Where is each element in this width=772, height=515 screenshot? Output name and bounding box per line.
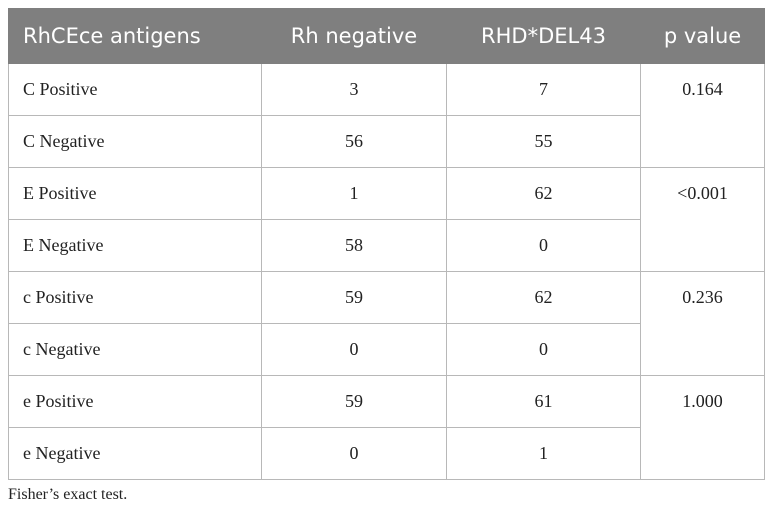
row-label: e Positive [8,375,262,428]
cell: 59 [261,271,447,324]
header-row: RhCEce antigens Rh negative RHD*DEL43 p val… [8,8,765,64]
cell: 0 [261,427,447,480]
row-label: e Negative [8,427,262,480]
table-row: C Negative 56 55 [8,115,765,168]
table-row: c Negative 0 0 [8,323,765,376]
table-row: E Positive 1 62 <0.001 [8,167,765,272]
cell: 3 [261,63,447,116]
cell: 58 [261,219,447,272]
row-label: E Negative [8,219,262,272]
p-value-cell: 1.000 [640,375,765,480]
cell: 1 [446,427,641,480]
row-label: C Negative [8,115,262,168]
table-row: c Positive 59 62 0.236 [8,271,765,376]
cell: 56 [261,115,447,168]
header-cell: RHD*DEL43 [446,8,641,64]
row-label: c Positive [8,271,262,324]
table-row: C Positive 3 7 0.164 [8,63,765,168]
cell: 0 [261,323,447,376]
p-value-cell: 0.164 [640,63,765,168]
cell: 0 [446,323,641,376]
cell: 55 [446,115,641,168]
header-cell: p value [640,8,765,64]
cell: 62 [446,167,641,220]
table-row: e Negative 0 1 [8,427,765,480]
table-row: e Positive 59 61 1.000 [8,375,765,480]
cell: 0 [446,219,641,272]
p-value-cell: <0.001 [640,167,765,272]
cell: 1 [261,167,447,220]
cell: 7 [446,63,641,116]
header-cell: Rh negative [261,8,447,64]
table-row: E Negative 58 0 [8,219,765,272]
cell: 62 [446,271,641,324]
cell: 61 [446,375,641,428]
row-label: E Positive [8,167,262,220]
table-body: C Positive 3 7 0.164 C Negative 56 55 E Positiv… [8,63,765,480]
row-label: c Negative [8,323,262,376]
table: RhCEce antigens Rh negative RHD*DEL43 p val… [8,8,765,480]
row-label: C Positive [8,63,262,116]
table-container: RhCEce antigens Rh negative RHD*DEL43 p val… [8,8,765,480]
footnote: Fisher’s exact test. [8,486,128,503]
p-value-cell: 0.236 [640,271,765,376]
header-cell: RhCEce antigens [8,8,262,64]
cell: 59 [261,375,447,428]
